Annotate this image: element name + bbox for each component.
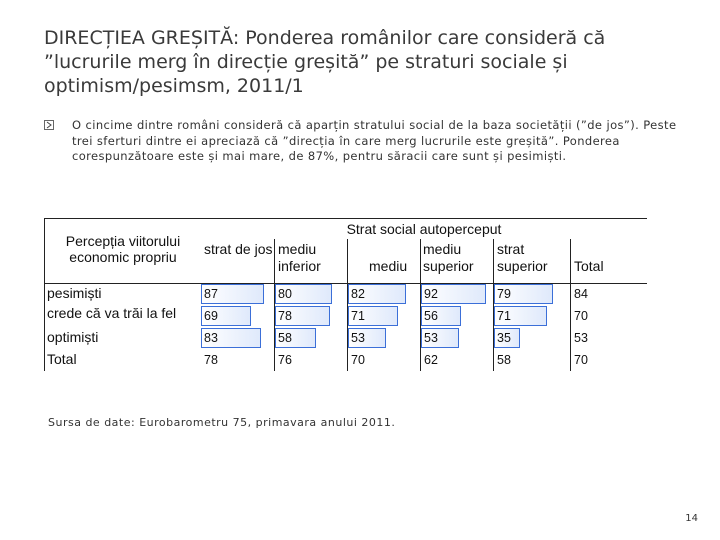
cell-value: 70 xyxy=(574,309,588,323)
table-cell: 79 xyxy=(494,283,571,305)
table-cell: 71 xyxy=(494,305,571,327)
table-cell: 83 xyxy=(201,327,275,349)
cell-value: 84 xyxy=(574,287,588,301)
cell-value: 58 xyxy=(497,353,511,367)
value-bar xyxy=(275,306,331,326)
cell-value: 92 xyxy=(424,287,438,301)
table-cell: 62 xyxy=(421,349,494,371)
value-bar xyxy=(348,328,386,348)
table-cell: 70 xyxy=(348,349,421,371)
column-header: strat superior xyxy=(494,239,571,283)
table-cell: 70 xyxy=(571,349,647,371)
page-number: 14 xyxy=(685,513,698,524)
group-header: Strat social autoperceput xyxy=(346,221,502,237)
cell-value: 83 xyxy=(204,331,218,345)
table-cell: 71 xyxy=(348,305,421,327)
table-cell: 53 xyxy=(348,327,421,349)
table-cell: 53 xyxy=(421,327,494,349)
value-bar xyxy=(494,284,554,304)
value-bar xyxy=(421,328,459,348)
cell-value: 79 xyxy=(497,287,511,301)
slide-title: DIRECȚIEA GREȘITĂ: Ponderea românilor ca… xyxy=(44,27,606,97)
row-label: optimiști xyxy=(47,329,99,345)
cell-value: 82 xyxy=(351,287,365,301)
value-bar xyxy=(201,284,264,304)
row-label: Total xyxy=(47,351,77,367)
cell-value: 78 xyxy=(204,353,218,367)
bullet-icon xyxy=(44,120,54,130)
cell-value: 56 xyxy=(424,309,438,323)
table-cell: 78 xyxy=(275,305,348,327)
table-cell: 80 xyxy=(275,283,348,305)
bullet-text: O cincime dintre români consideră că apa… xyxy=(72,118,677,163)
value-bar xyxy=(421,284,487,304)
cell-value: 76 xyxy=(278,353,292,367)
column-header: strat de jos xyxy=(201,239,275,283)
column-header: mediu inferior xyxy=(275,239,348,283)
cell-value: 70 xyxy=(351,353,365,367)
cell-value: 53 xyxy=(424,331,438,345)
table-cell: 58 xyxy=(275,327,348,349)
table-cell: 84 xyxy=(571,283,647,305)
cell-value: 62 xyxy=(424,353,438,367)
column-header: mediu superior xyxy=(421,239,494,283)
table-cell: 35 xyxy=(494,327,571,349)
table-cell: 53 xyxy=(571,327,647,349)
value-bar xyxy=(201,306,251,326)
cell-value: 58 xyxy=(278,331,292,345)
cell-value: 35 xyxy=(497,331,511,345)
row-label: pesimiști xyxy=(47,285,102,301)
table-cell: 87 xyxy=(201,283,275,305)
cell-value: 70 xyxy=(574,353,588,367)
source-note: Sursa de date: Eurobarometru 75, primava… xyxy=(48,416,396,429)
cell-value: 53 xyxy=(351,331,365,345)
table-cell: 69 xyxy=(201,305,275,327)
value-bar xyxy=(494,306,548,326)
column-header: Total xyxy=(574,258,604,274)
cell-value: 80 xyxy=(278,287,292,301)
value-bar xyxy=(275,328,317,348)
row-label: crede că va trăi la fel xyxy=(47,305,177,321)
corner-header: Percepția viitorului economic propriu xyxy=(65,233,181,265)
value-bar xyxy=(348,284,407,304)
cell-value: 78 xyxy=(278,309,292,323)
value-bar xyxy=(421,306,461,326)
table-cell: 56 xyxy=(421,305,494,327)
table-cell: 92 xyxy=(421,283,494,305)
data-table: Percepția viitorului economic propriu St… xyxy=(44,218,647,371)
table-cell: 82 xyxy=(348,283,421,305)
value-bar xyxy=(275,284,332,304)
cell-value: 87 xyxy=(204,287,218,301)
table-cell: 78 xyxy=(201,349,275,371)
header-divider xyxy=(45,283,647,284)
cell-value: 71 xyxy=(351,309,365,323)
table-cell: 76 xyxy=(275,349,348,371)
bullet-paragraph: O cincime dintre români consideră că apa… xyxy=(44,118,684,165)
column-header: mediu xyxy=(348,239,421,283)
table-cell: 58 xyxy=(494,349,571,371)
value-bar xyxy=(494,328,521,348)
cell-value: 53 xyxy=(574,331,588,345)
cell-value: 71 xyxy=(497,309,511,323)
cell-value: 69 xyxy=(204,309,218,323)
table-cell: 70 xyxy=(571,305,647,327)
value-bar xyxy=(201,328,261,348)
value-bar xyxy=(348,306,399,326)
